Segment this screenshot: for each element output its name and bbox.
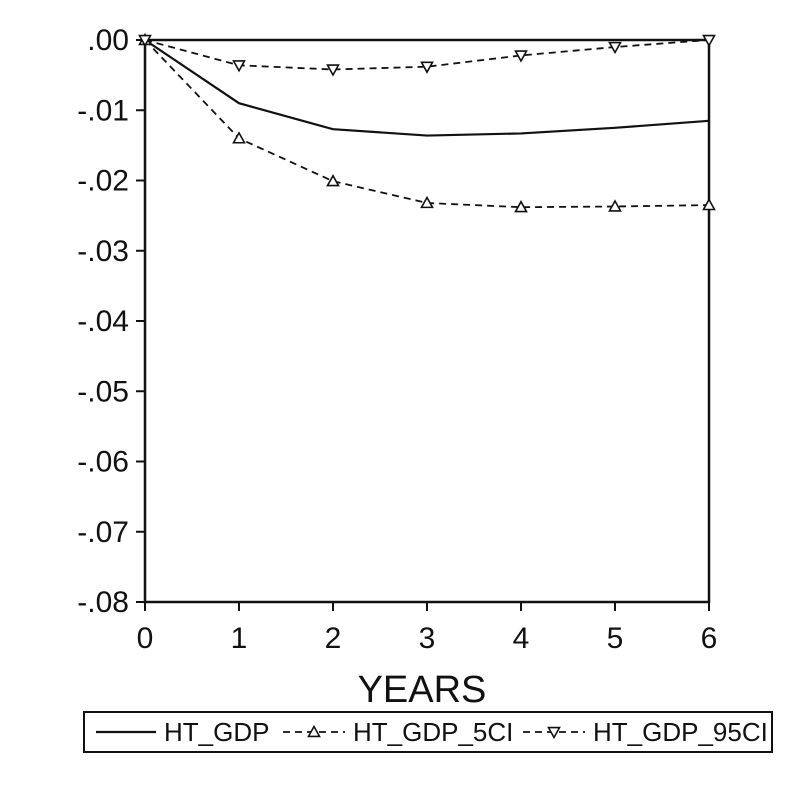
x-tick-label: 3 (419, 622, 436, 655)
plot-frame (143, 38, 711, 604)
data-point-marker (514, 50, 528, 63)
y-tick-label: .00 (87, 24, 129, 57)
y-tick-label: -.06 (77, 446, 129, 479)
y-tick-label: -.07 (77, 516, 129, 549)
legend-box (83, 711, 773, 753)
legend-marker-sample (547, 726, 561, 740)
data-point-marker (232, 60, 246, 73)
data-point-marker (420, 195, 434, 209)
data-point-marker (232, 131, 246, 144)
y-tick-label: -.08 (77, 586, 129, 619)
y-tick-label: -.01 (77, 94, 129, 127)
x-tick-label: 2 (325, 622, 342, 655)
series-ht-gdp-5ci (138, 32, 716, 213)
x-axis-title: YEARS (358, 669, 487, 711)
data-point-marker (702, 197, 716, 211)
data-point-marker (138, 34, 152, 48)
x-tick-label: 5 (607, 622, 624, 655)
x-tick-label: 6 (701, 622, 718, 655)
y-tick-label: -.05 (77, 375, 129, 408)
legend: HT_GDP HT_GDP_5CI HT_GDP_95CI (83, 711, 773, 753)
x-tick-label: 1 (231, 622, 248, 655)
data-point-marker (702, 34, 716, 48)
legend-marker-sample (307, 724, 321, 738)
series-ht-gdp-95ci (138, 34, 716, 77)
series-line (144, 39, 710, 137)
series-layer (138, 32, 716, 213)
data-point-marker (608, 199, 622, 212)
x-axis: 0 1 2 3 4 5 6 (137, 602, 718, 655)
series-ht-gdp (144, 39, 710, 137)
y-tick-label: -.02 (77, 165, 129, 198)
legend-item: HT_GDP (96, 717, 269, 747)
data-point-marker (326, 64, 340, 77)
x-tick-label: 4 (513, 622, 530, 655)
y-tick-label: -.04 (77, 305, 129, 338)
data-point-marker (608, 41, 622, 55)
data-point-marker (420, 61, 434, 74)
x-tick-label: 0 (137, 622, 154, 655)
legend-label: HT_GDP_95CI (593, 717, 768, 747)
y-axis: .00 -.01 -.02 -.03 -.04 -.05 -.06 -.07 -.08 (77, 24, 145, 619)
legend-item: HT_GDP_5CI (283, 717, 513, 747)
data-point-marker (326, 174, 340, 187)
legend-item: HT_GDP_95CI (523, 717, 768, 747)
data-point-marker (514, 200, 528, 213)
y-tick-label: -.03 (77, 235, 129, 268)
legend-label: HT_GDP (164, 717, 269, 747)
legend-label: HT_GDP_5CI (353, 717, 513, 747)
